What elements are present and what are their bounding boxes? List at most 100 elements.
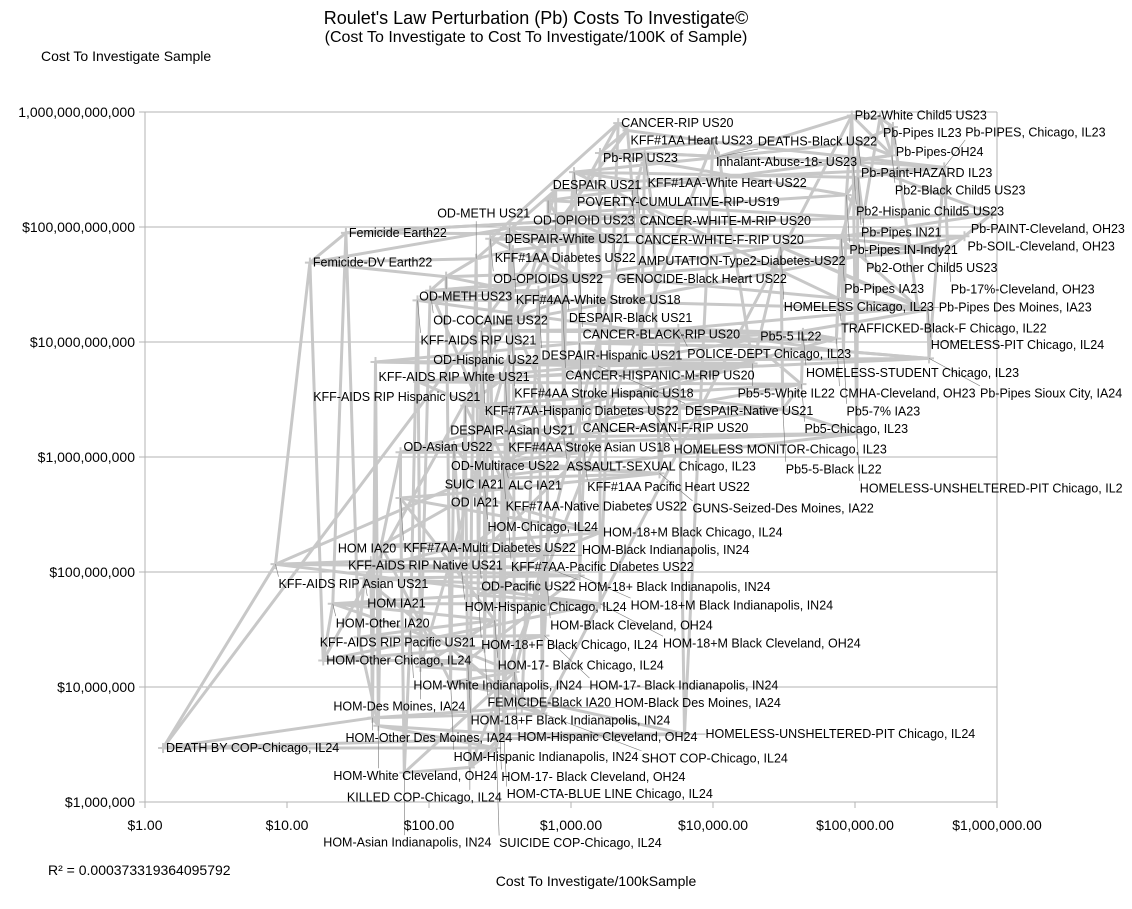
label-leader-line (514, 671, 518, 730)
label-leader-line (802, 332, 807, 366)
data-label: HOMELESS-STUDENT Chicago, IL23 (806, 366, 1019, 380)
label-leader-line (450, 682, 454, 750)
data-label: KFF#7AA-Native Diabetes US22 (506, 500, 687, 514)
data-label: HOM-Hispanic Cleveland, OH24 (518, 730, 698, 744)
label-leader-lines (275, 126, 981, 836)
data-label: CANCER-WHITE-M-RIP US20 (640, 214, 811, 228)
data-point-marker (594, 148, 605, 159)
data-label: HOM-White Cleveland, OH24 (333, 769, 497, 783)
data-label: HOMELESS-UNSHELTERED-PIT Chicago, IL2 (860, 482, 1123, 496)
data-label: Pb5-5-White IL22 (738, 387, 835, 401)
label-leader-line (505, 377, 509, 441)
data-label: Pb-Pipes IN21 (861, 225, 942, 239)
label-leader-line (659, 473, 693, 502)
label-leader-line (644, 152, 648, 176)
label-leader-line (836, 338, 840, 387)
data-label: OD-COCAINE US22 (433, 314, 548, 328)
data-label: POVERTY-CUMULATIVE-RIP-US19 (577, 195, 780, 209)
data-label: DESPAIR-Asian US21 (450, 424, 574, 438)
data-label: OD-Multirace US22 (451, 459, 559, 473)
data-label: HOMELESS-PIT Chicago, IL24 (931, 338, 1105, 352)
data-label: KFF#7AA-Multi Diabetes US22 (404, 541, 576, 555)
label-leader-line (545, 566, 579, 581)
data-label: HOM-White Indianapolis, IN24 (413, 679, 582, 693)
label-leader-line (511, 318, 515, 387)
label-leader-line (507, 517, 512, 560)
data-label: DEATH BY COP-Chicago, IL24 (166, 741, 339, 755)
data-label: KFF#7AA-Pacific Diabetes US22 (511, 560, 694, 574)
label-leader-line (928, 358, 981, 387)
label-leader-line (599, 603, 664, 637)
data-label: KFF#4AA Stroke Hispanic US18 (514, 387, 693, 401)
data-point-marker (594, 527, 605, 538)
label-leader-line (892, 126, 897, 145)
label-leader-line (512, 250, 517, 293)
label-leader-line (837, 298, 842, 321)
data-point-marker (304, 257, 315, 268)
label-leader-line (562, 300, 566, 368)
data-label: Pb2-Black Child5 US23 (895, 183, 1026, 197)
label-leader-line (467, 660, 471, 714)
data-label: KILLED COP-Chicago, IL24 (347, 790, 502, 804)
data-point-marker (797, 327, 808, 338)
label-leader-line (484, 486, 488, 520)
label-leader-line (712, 141, 717, 155)
x-tick-label: $1.00 (127, 817, 162, 833)
data-label: DESPAIR-Hispanic US21 (542, 349, 683, 363)
data-label: Pb-PIPES, Chicago, IL23 (965, 125, 1105, 139)
y-tick-label: 1,000,000,000,000 (18, 104, 135, 120)
label-leader-line (678, 328, 688, 347)
label-leader-line (782, 409, 787, 462)
label-leader-line (503, 734, 508, 787)
data-label: Pb-Pipes IL23 (883, 126, 962, 140)
label-leader-line (481, 330, 485, 404)
data-label: DESPAIR-Native US21 (685, 404, 813, 418)
data-label: DESPAIR US21 (553, 178, 642, 192)
label-leader-line (429, 290, 434, 314)
label-leader-line (573, 172, 578, 195)
label-leader-line (498, 686, 502, 770)
label-leader-line (332, 603, 337, 617)
data-point-marker (752, 341, 763, 352)
data-point-marker (622, 125, 633, 136)
chart-title: Roulet's Law Perturbation (Pb) Costs To … (323, 8, 749, 28)
axis-ticks: $1,000,000 $10,000,000 $100,000,000 $1,000,… (18, 104, 1042, 833)
data-label: SHOT COP-Chicago, IL24 (642, 751, 788, 765)
data-label: Pb-PAINT-Cleveland, OH23 (971, 222, 1125, 236)
data-label: POLICE-DEPT Chicago, IL23 (687, 347, 851, 361)
label-leader-line (494, 620, 498, 658)
data-label: HOM-Hispanic Chicago, IL24 (465, 600, 627, 614)
data-label: HOM-Other Chicago, IL24 (326, 654, 471, 668)
data-label: KFF#1AA Pacific Heart US22 (587, 480, 750, 494)
data-label: GUNS-Seized-Des Moines, IA22 (693, 501, 874, 515)
data-label: HOM-Black Indianapolis, IN24 (582, 543, 749, 557)
data-point-marker (942, 244, 953, 255)
label-leader-line (489, 238, 494, 272)
label-leader-line (857, 142, 862, 166)
data-point-marker (939, 162, 950, 173)
x-tick-label: $100.00 (404, 817, 455, 833)
data-label: HOM-18+ Black Indianapolis, IN24 (578, 580, 770, 594)
label-leader-line (862, 217, 867, 261)
data-point-marker (959, 231, 970, 242)
data-label: Pb-RIP US23 (603, 151, 678, 165)
data-point-marker (550, 184, 561, 195)
data-label: HOM-17- Black Indianapolis, IN24 (589, 679, 778, 693)
label-leader-line (484, 647, 488, 696)
data-label: KFF-AIDS RIP Asian US21 (279, 577, 429, 591)
data-point-marker (887, 122, 898, 133)
data-label: HOM-Asian Indianapolis, IN24 (323, 836, 491, 850)
series-line (161, 114, 994, 774)
label-leader-line (718, 148, 758, 157)
data-label: OD-OPIOIDS US22 (493, 272, 603, 286)
label-leader-line (410, 630, 414, 679)
y-tick-label: $10,000,000 (57, 679, 135, 695)
label-leader-line (461, 571, 466, 600)
data-label: OD-Pacific US22 (481, 579, 576, 593)
data-point-marker (460, 487, 471, 498)
data-label: Pb2-Other Child5 US23 (866, 261, 997, 275)
data-label: HOM-18+F Black Chicago, IL24 (481, 638, 658, 652)
data-label: ASSAULT-SEXUAL Chicago, IL23 (567, 460, 756, 474)
data-point-marker (158, 742, 169, 753)
data-label: HOM IA21 (367, 596, 425, 610)
